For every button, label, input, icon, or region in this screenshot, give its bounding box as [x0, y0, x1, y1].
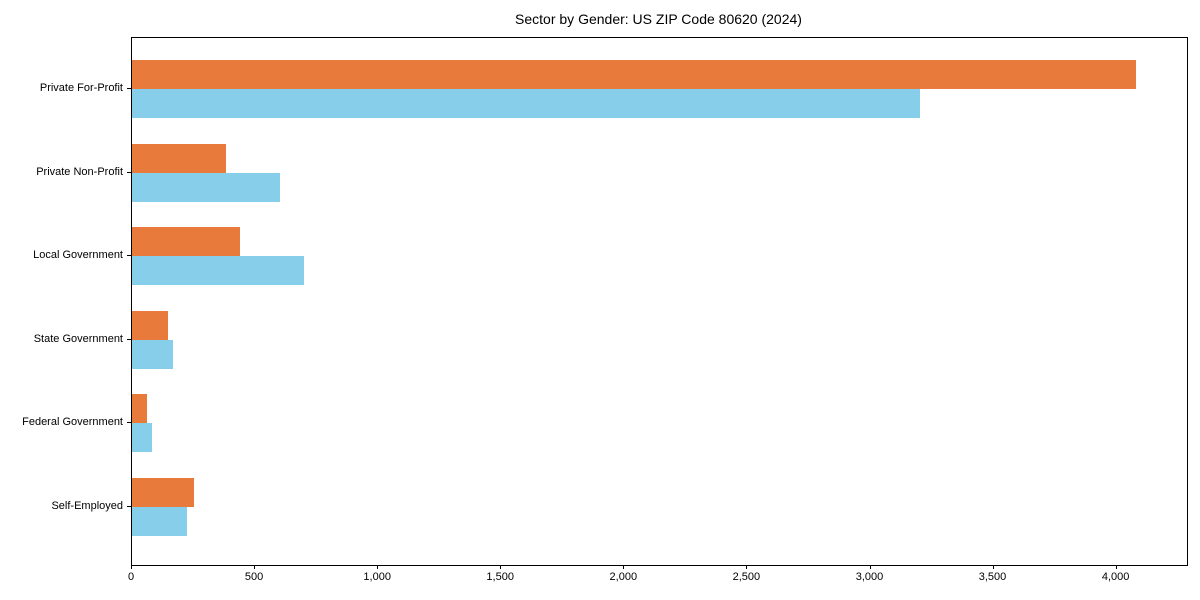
x-tick-mark [500, 565, 502, 569]
chart-title: Sector by Gender: US ZIP Code 80620 (202… [515, 11, 802, 27]
bar-male-2 [132, 227, 241, 256]
x-tick-label: 2,500 [732, 571, 761, 583]
x-tick-mark [869, 565, 871, 569]
plot-area: MaleFemale [131, 37, 1188, 566]
bar-female-0 [132, 89, 920, 118]
bar-male-4 [132, 394, 147, 423]
x-tick-label: 2,000 [609, 571, 638, 583]
x-tick-label: 1,500 [486, 571, 514, 583]
y-tick-mark [127, 505, 131, 507]
y-tick-mark [127, 88, 131, 89]
bar-female-5 [132, 506, 188, 536]
y-tick-label: Self-Employed [51, 499, 123, 512]
x-tick-mark [623, 565, 625, 569]
x-tick-mark [1115, 565, 1117, 569]
bar-female-3 [132, 339, 173, 369]
x-tick-label: 500 [244, 571, 264, 583]
y-tick-label: Private For-Profit [39, 82, 123, 94]
bar-female-2 [132, 256, 305, 285]
bar-male-3 [132, 310, 168, 340]
x-tick-mark [746, 565, 748, 569]
bar-female-1 [132, 172, 280, 202]
y-tick-label: Local Government [33, 249, 123, 261]
bar-male-5 [132, 477, 194, 507]
x-tick-mark [254, 565, 256, 569]
x-tick-mark [131, 565, 132, 569]
bar-female-4 [132, 423, 152, 452]
x-tick-mark [377, 565, 379, 569]
y-tick-mark [127, 255, 131, 256]
y-tick-label: Private Non-Profit [36, 165, 123, 178]
x-tick-label: 0 [127, 571, 135, 583]
x-tick-label: 3,500 [978, 571, 1007, 583]
bar-male-0 [132, 60, 1137, 89]
x-tick-label: 3,000 [855, 571, 884, 583]
y-tick-mark [127, 422, 131, 423]
y-tick-label: State Government [33, 332, 123, 345]
x-tick-label: 4,000 [1101, 571, 1130, 583]
y-tick-label: Federal Government [22, 416, 123, 428]
bar-male-1 [132, 143, 226, 173]
x-tick-label: 1,000 [363, 571, 391, 583]
x-tick-mark [992, 565, 994, 569]
y-tick-mark [127, 171, 131, 173]
y-tick-mark [127, 338, 131, 340]
